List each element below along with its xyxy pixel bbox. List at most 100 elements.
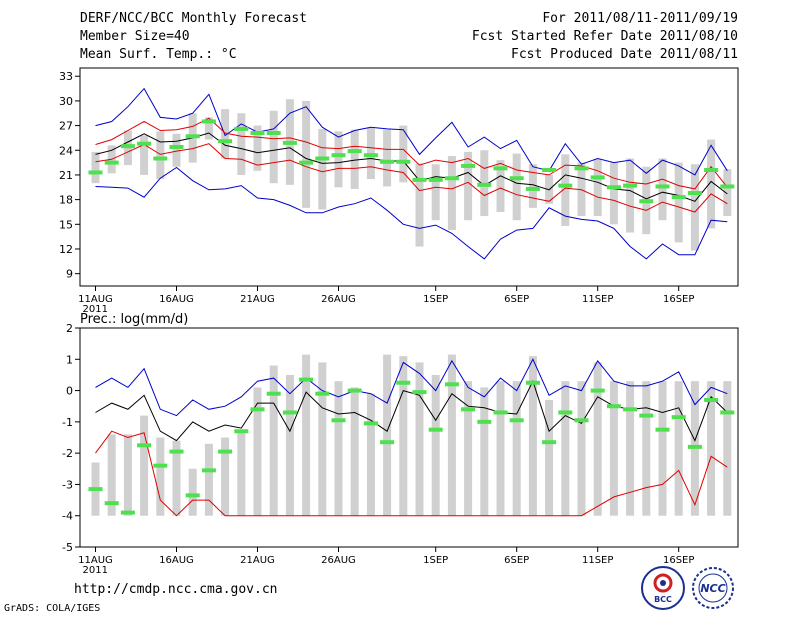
temp-median-mark [250,130,265,135]
prec-range-bar [626,381,635,516]
prec-median-mark [493,410,508,415]
temp-median-mark [282,140,297,145]
source-url[interactable]: http://cmdp.ncc.cma.gov.cn [74,582,278,597]
temp-range-bar [172,133,181,167]
temp-range-bar [593,159,602,217]
temp-range-bar [334,131,343,188]
prec-range-bar [415,362,424,516]
prec-range-bar [642,381,651,516]
prec-range-bar [107,434,116,516]
prec-range-bar [350,387,359,516]
temp-lower-line [95,143,728,213]
temp-median-mark [623,183,638,188]
temp-y-tick-label: 9 [66,268,73,281]
temp-mean-line [95,132,728,202]
prec-range-bar [172,440,181,516]
temp-x-tick-label: 26AUG [321,294,356,305]
prec-median-mark [704,397,719,402]
temp-y-tick-label: 24 [59,144,73,157]
prec-y-tick-label: -4 [62,510,73,523]
temp-median-mark [542,168,557,173]
prec-range-bar [577,381,586,516]
prec-median-mark [412,390,427,395]
temp-median-mark [299,160,314,165]
temp-range-bar [253,125,262,171]
temp-median-mark [331,153,346,158]
prec-median-mark [671,415,686,420]
prec-range-bar [318,362,327,516]
temp-median-mark [493,166,508,171]
prec-median-mark [606,404,621,409]
temp-median-mark [363,153,378,158]
temp-range-bar [221,109,230,159]
prec-range-bar [609,381,618,516]
temp-range-bar [383,129,392,187]
prec-median-mark [234,429,249,434]
prec-range-bar [674,381,683,516]
temp-y-tick-label: 33 [59,70,73,83]
prec-range-bar [269,365,278,516]
prec-range-bar [140,415,149,516]
prec-range-bar [707,381,716,516]
temp-range-bar [140,135,149,175]
prec-range-bar [399,356,408,516]
prec-median-mark [428,427,443,432]
prec-range-bar [221,437,230,516]
temp-median-mark [720,184,735,189]
temp-median-mark [525,186,540,191]
temp-x-tick-label: 6SEP [504,294,529,305]
grads-credit: GrADS: COLA/IGES [4,603,101,614]
prec-median-mark [396,380,411,385]
prec-median-mark [153,463,168,468]
prec-range-bar [123,434,132,516]
temp-range-bar [447,156,456,231]
prec-y-tick-label: 1 [66,353,73,366]
prec-median-mark [639,413,654,418]
temp-median-mark [558,183,573,188]
prec-range-bar [285,374,294,516]
temp-range-bar [431,164,440,221]
temp-range-bar [528,164,537,208]
temp-median-mark [185,134,200,139]
prec-range-bar [561,381,570,516]
prec-median-mark [169,449,184,454]
temp-median-mark [88,170,103,175]
temp-range-bar [690,164,699,251]
prec-median-mark [720,410,735,415]
temp-median-mark [218,139,233,144]
prec-median-mark [137,443,152,448]
temp-range-bar [561,154,570,226]
prec-min-line [95,430,728,517]
prec-y-tick-label: 2 [66,322,73,335]
temp-median-mark [477,182,492,187]
temp-range-bar [302,100,311,208]
bcc-logo-text: BCC [654,595,672,604]
prec-median-mark [623,407,638,412]
member-size-label: Member Size=40 [80,29,190,44]
temp-y-tick-label: 15 [59,218,73,231]
prec-median-mark [185,493,200,498]
prec-range-bar [545,399,554,516]
prec-median-mark [250,407,265,412]
ncc-logo: NCC [692,567,734,609]
prec-median-mark [444,382,459,387]
prec-x-tick-label: 26AUG [321,555,356,566]
prec-y-tick-label: 0 [66,385,73,398]
prec-x-tick-label: 21AUG [240,555,275,566]
temp-y-tick-label: 18 [59,194,73,207]
variable-label: Mean Surf. Temp.: °C [80,47,237,62]
temp-range-bar [269,110,278,184]
prec-median-mark [509,418,524,423]
prec-x-tick-label: 1SEP [423,555,448,566]
prec-range-bar [528,356,537,516]
prec-median-mark [574,418,589,423]
ncc-logo-text: NCC [700,582,725,595]
precip-panel-title: Prec.: log(mm/d) [80,312,188,327]
temp-median-mark [590,175,605,180]
temp-median-mark [120,144,135,149]
temp-range-bar [707,139,716,229]
prec-y-tick-label: -2 [62,447,73,460]
temp-range-bar [674,162,683,243]
temp-median-mark [671,195,686,200]
